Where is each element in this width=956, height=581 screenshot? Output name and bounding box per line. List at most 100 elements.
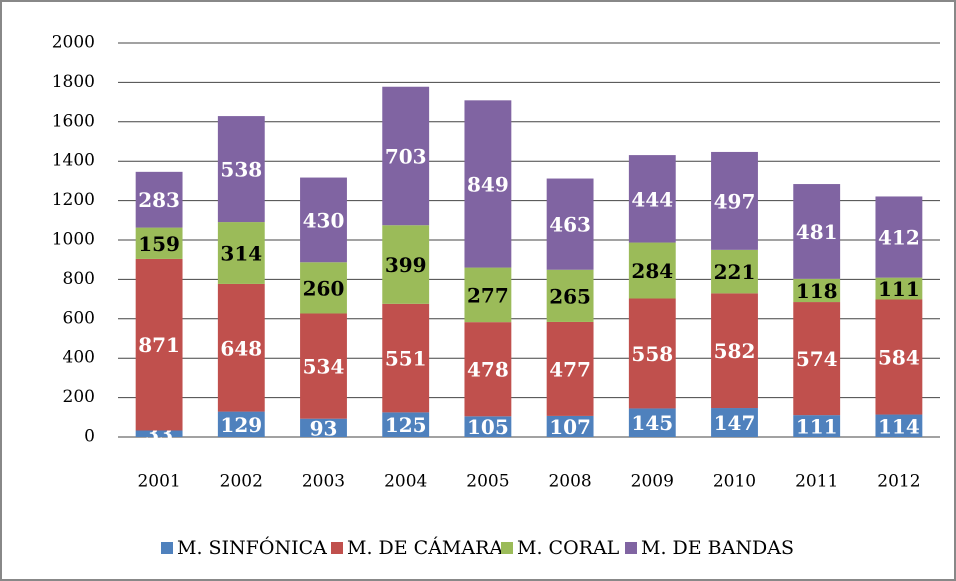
y-tick-label: 400 (63, 348, 95, 368)
bar-segment (546, 269, 594, 322)
y-tick-label: 1600 (52, 111, 95, 131)
data-label: 703 (385, 144, 427, 168)
data-label: 481 (796, 220, 838, 244)
bar-segment (546, 415, 594, 437)
bar-segment (711, 293, 758, 409)
x-tick-label: 2008 (548, 472, 591, 492)
bar-segment (217, 411, 265, 437)
bar-segment (793, 278, 841, 303)
data-label: 871 (138, 333, 180, 357)
bar-segment (875, 196, 923, 278)
data-label: 114 (878, 414, 920, 438)
data-label: 159 (138, 232, 180, 256)
data-label: 551 (385, 347, 427, 371)
data-label: 129 (220, 413, 262, 437)
data-label: 111 (796, 415, 838, 439)
legend-label: M. SINFÓNICA (177, 536, 327, 559)
y-tick-label: 600 (63, 308, 95, 328)
data-label: 412 (878, 226, 920, 250)
data-label: 107 (549, 415, 591, 439)
bar-segment (628, 408, 676, 437)
data-label: 93 (310, 416, 338, 440)
bar-segment (793, 415, 841, 437)
data-label: 105 (467, 415, 509, 439)
bar-segment (464, 322, 512, 417)
legend-label: M. DE CÁMARA (347, 536, 503, 559)
data-label: 648 (220, 336, 262, 360)
bar-segment (300, 262, 347, 314)
bar-segment (711, 249, 758, 294)
data-label: 574 (796, 347, 838, 371)
bar-segment (135, 227, 183, 259)
bar-segment (464, 416, 512, 437)
bar-segment (546, 321, 594, 416)
y-tick-label: 1800 (52, 72, 95, 92)
x-tick-label: 2009 (631, 472, 674, 492)
bar-segment (464, 267, 512, 323)
data-label: 145 (631, 411, 673, 435)
y-tick-label: 800 (63, 269, 95, 289)
bar-segment (382, 225, 430, 304)
data-label: 111 (878, 277, 920, 301)
bar-segment (217, 222, 265, 284)
data-label: 284 (631, 259, 673, 283)
y-tick-label: 0 (84, 427, 95, 447)
bar-segment (135, 171, 183, 228)
bar-segment (300, 313, 347, 419)
data-label: 538 (220, 158, 262, 182)
bar-segment (628, 242, 676, 299)
data-label: 399 (385, 253, 427, 277)
x-tick-label: 2004 (384, 472, 427, 492)
data-label: 534 (303, 355, 345, 379)
y-tick-label: 2000 (52, 33, 95, 53)
bar-segment (217, 116, 265, 223)
data-label: 221 (714, 260, 756, 284)
legend-swatch (625, 542, 637, 554)
bar-segment (382, 86, 430, 226)
data-label: 430 (303, 208, 345, 232)
x-tick-label: 2003 (302, 472, 345, 492)
bar-segment (135, 430, 183, 437)
legend-swatch (501, 542, 513, 554)
data-label: 444 (631, 187, 673, 211)
bar-segment (875, 277, 923, 300)
legend-swatch (161, 542, 173, 554)
data-label: 478 (467, 358, 509, 382)
bar-segment (711, 151, 758, 250)
data-label: 260 (303, 276, 345, 300)
bar-segment (546, 178, 594, 270)
data-label: 849 (467, 172, 509, 196)
x-tick-label: 2002 (220, 472, 263, 492)
data-label: 582 (714, 339, 756, 363)
data-label: 277 (467, 283, 509, 307)
bar-segment (711, 408, 758, 437)
bar-segment (217, 283, 265, 412)
bar-segment (464, 100, 512, 268)
data-label: 584 (878, 346, 920, 370)
bar-segment (875, 299, 923, 415)
data-label: 265 (549, 284, 591, 308)
bar-segment (382, 412, 430, 437)
bar-segment (793, 302, 841, 416)
x-tick-label: 2011 (795, 472, 838, 492)
x-tick-label: 2012 (877, 472, 920, 492)
y-tick-label: 1000 (52, 230, 95, 250)
bar-segment (628, 298, 676, 409)
bar-segment (628, 155, 676, 243)
y-tick-label: 1200 (52, 190, 95, 210)
bar-segment (135, 258, 183, 431)
data-label: 314 (220, 242, 262, 266)
x-tick-label: 2010 (713, 472, 756, 492)
data-label: 283 (138, 188, 180, 212)
x-tick-label: 2001 (137, 472, 180, 492)
bar-segment (300, 418, 347, 437)
legend-swatch (331, 542, 343, 554)
bar-segment (300, 177, 347, 263)
y-tick-label: 200 (63, 387, 95, 407)
data-label: 558 (631, 342, 673, 366)
legend-label: M. CORAL (517, 537, 620, 559)
data-label: 147 (714, 411, 756, 435)
data-label: 477 (549, 357, 591, 381)
bar-segment (382, 303, 430, 413)
